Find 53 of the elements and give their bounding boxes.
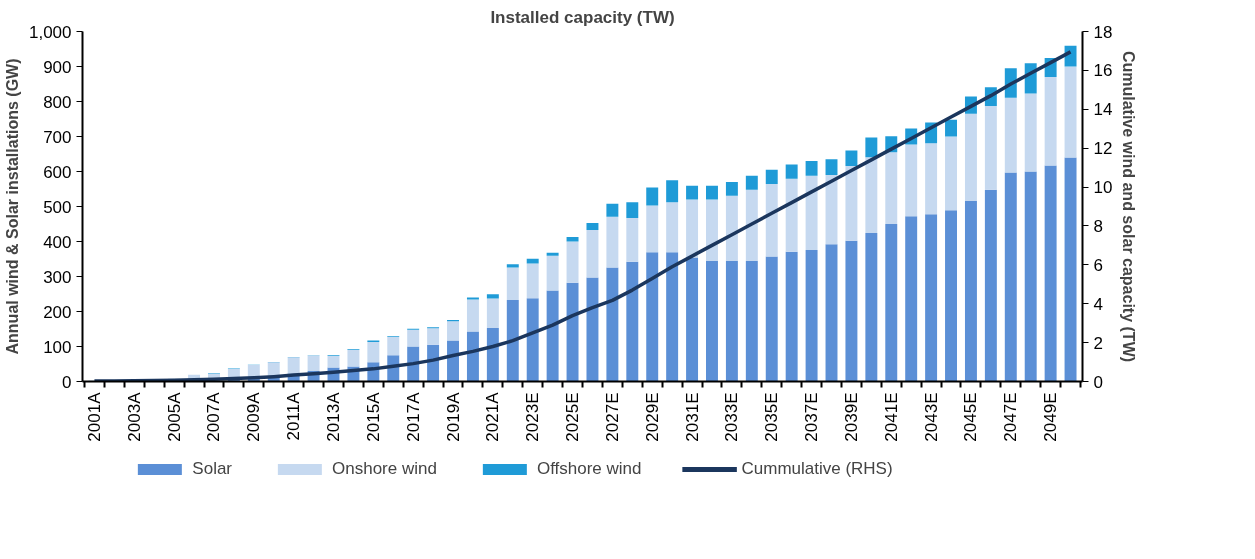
y-tick-label: 900 xyxy=(43,57,72,77)
x-tick-label: 2031E xyxy=(682,392,702,442)
y-tick-label: 200 xyxy=(43,302,72,322)
x-tick-label: 2023E xyxy=(523,392,543,442)
y2-tick-label: 0 xyxy=(1093,372,1103,392)
legend-label: Solar xyxy=(192,459,233,479)
y2-tick-label: 2 xyxy=(1093,333,1103,353)
x-tick-label: 2003A xyxy=(124,391,144,442)
x-tick-label: 2019A xyxy=(443,391,463,442)
y-tick-label: 300 xyxy=(43,267,72,287)
y2-tick-label: 6 xyxy=(1093,255,1103,275)
x-tick-label: 2035E xyxy=(762,392,782,442)
chart-title: Installed capacity (TW) xyxy=(490,7,675,27)
y-tick-label: 100 xyxy=(43,337,72,357)
y-tick-label: 0 xyxy=(62,372,72,392)
x-tick-label: 2043E xyxy=(921,392,941,442)
x-tick-label: 2009A xyxy=(244,391,264,442)
y2-tick-label: 8 xyxy=(1093,216,1103,236)
x-tick-label: 2029E xyxy=(642,392,662,442)
x-tick-label: 2025E xyxy=(563,392,583,442)
y2-tick-label: 18 xyxy=(1093,22,1113,42)
x-tick-label: 2011A xyxy=(284,391,304,441)
x-tick-label: 2017A xyxy=(403,391,423,442)
x-tick-label: 2001A xyxy=(84,391,104,442)
x-tick-label: 2033E xyxy=(722,392,742,442)
y-tick-label: 800 xyxy=(43,92,72,112)
y-axis-title: Annual wind & Solar installations (GW) xyxy=(3,58,21,355)
y2-axis-title: Cumulative wind and solar capacity (TW) xyxy=(1120,50,1138,363)
x-tick-label: 2015A xyxy=(363,391,383,442)
y-tick-label: 600 xyxy=(43,162,72,182)
y2-tick-label: 4 xyxy=(1093,294,1103,314)
x-tick-label: 2021A xyxy=(483,391,503,442)
x-tick-label: 2041E xyxy=(881,392,901,442)
x-tick-label: 2047E xyxy=(1001,392,1021,442)
y-tick-label: 500 xyxy=(43,197,72,217)
y2-tick-label: 16 xyxy=(1093,61,1113,81)
y-tick-label: 700 xyxy=(43,127,72,147)
x-tick-label: 2037E xyxy=(802,392,822,442)
x-tick-label: 2045E xyxy=(961,392,981,442)
x-tick-label: 2013A xyxy=(324,391,343,442)
y2-tick-label: 10 xyxy=(1093,178,1113,198)
x-tick-label: 2005A xyxy=(164,391,184,442)
legend-label: Offshore wind xyxy=(536,459,642,479)
legend-label: Onshore wind xyxy=(332,459,437,479)
y2-tick-label: 12 xyxy=(1093,139,1113,159)
x-tick-label: 2049E xyxy=(1041,392,1061,442)
y-tick-label: 400 xyxy=(43,232,72,252)
x-tick-label: 2007A xyxy=(204,391,224,442)
legend-label: Cummulative (RHS) xyxy=(741,459,893,479)
y-tick-label: 1,000 xyxy=(28,22,72,42)
x-tick-label: 2039E xyxy=(841,392,861,442)
y2-tick-label: 14 xyxy=(1093,100,1113,120)
x-tick-label: 2027E xyxy=(602,392,622,442)
